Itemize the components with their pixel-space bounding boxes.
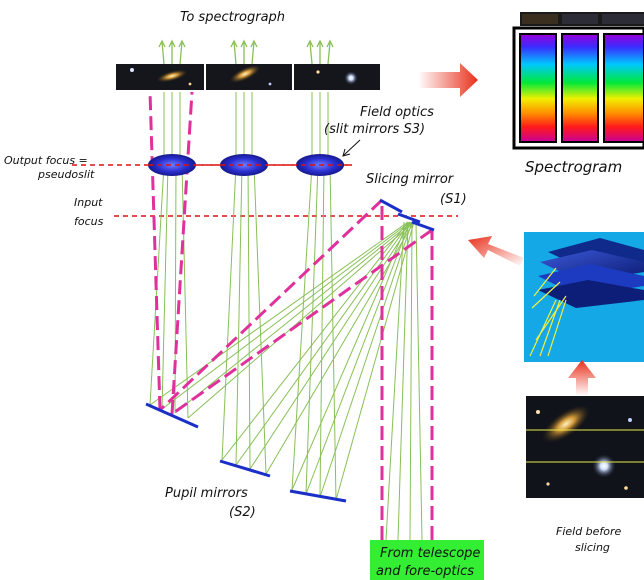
- pupil-mirror-2: [219, 459, 271, 478]
- field-before-slicing-label: Field before: [556, 525, 622, 538]
- galaxy-image: [156, 69, 188, 83]
- from-telescope-box: [370, 540, 484, 580]
- star-image: [344, 71, 358, 85]
- sliced-field-strip: [116, 64, 380, 90]
- field-optics-label: (slit mirrors S3): [324, 122, 425, 137]
- star-image: [268, 82, 272, 86]
- pupil-mirror-3: [289, 489, 347, 503]
- up-left-arrow-icon: [468, 236, 524, 266]
- slicer-3d-panel: [524, 232, 644, 362]
- slicing-mirror-label: (S1): [440, 192, 467, 207]
- input-focus-label: focus: [74, 215, 104, 228]
- beam-envelope: [148, 91, 434, 540]
- star-image: [546, 482, 550, 486]
- spectrum-2: [561, 33, 599, 143]
- spectrogram-label: Spectrogram: [525, 158, 622, 176]
- slicing-mirror: [379, 198, 435, 232]
- outgoing-rays: [161, 41, 331, 65]
- input-focus-label: Input: [74, 196, 103, 209]
- pupil-mirrors: [145, 402, 347, 503]
- slicing-mirror-label: Slicing mirror: [366, 172, 455, 187]
- field-before-slicing-label: slicing: [575, 541, 610, 554]
- spectrum-3: [603, 33, 644, 143]
- to-spectrograph-label: To spectrograph: [180, 10, 285, 25]
- output-focus-label: pseudoslit: [37, 168, 95, 181]
- star-image: [536, 410, 540, 414]
- star-image: [316, 70, 320, 74]
- up-arrow-icon: [568, 360, 596, 396]
- galaxy-image: [229, 64, 261, 84]
- field-optics-pointer: [343, 139, 361, 156]
- ray-fans: [149, 92, 423, 541]
- spectrum-1: [519, 33, 557, 143]
- spectrogram-panel: [512, 12, 644, 150]
- field-slice-3: [294, 64, 380, 90]
- field-before-slicing-image: [526, 396, 644, 498]
- star-image: [628, 418, 632, 422]
- galaxy-image: [542, 405, 590, 443]
- field-optics-label: Field optics: [360, 105, 434, 120]
- from-telescope-label: and fore-optics: [376, 564, 474, 579]
- pupil-mirrors-label: (S2): [229, 505, 256, 520]
- from-telescope-label: From telescope: [380, 546, 480, 561]
- pointer-arrowhead: [342, 148, 351, 157]
- star-image: [130, 68, 134, 72]
- arrowheads: [158, 39, 334, 48]
- right-arrow-icon: [418, 63, 478, 97]
- output-focus-label: Output focus =: [4, 154, 88, 167]
- star-image: [188, 82, 192, 86]
- field-lens-2: [220, 154, 268, 176]
- pupil-mirror-1: [145, 402, 199, 429]
- pupil-mirrors-label: Pupil mirrors: [165, 486, 248, 501]
- star-image: [592, 454, 616, 478]
- field-lenses: [148, 154, 344, 176]
- star-image: [624, 486, 628, 490]
- field-lens-1: [148, 154, 196, 176]
